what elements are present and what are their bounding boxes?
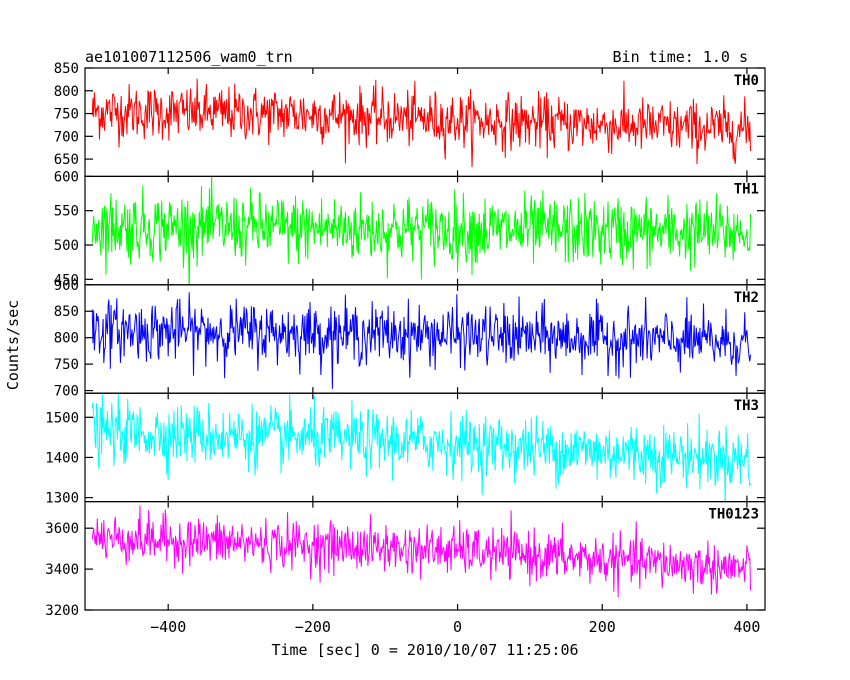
x-tick-label: −400 (150, 618, 186, 636)
chart-title: ae101007112506_wam0_trn (85, 48, 293, 66)
y-tick-label: 900 (54, 278, 79, 294)
y-tick-label: 850 (54, 304, 79, 320)
panel-th0123: 3200 3400 3600 TH0123 (45, 501, 766, 619)
panel-label: TH3 (734, 398, 759, 414)
y-tick-label: 500 (54, 238, 79, 254)
panels-group: 650 700 750 800 850 TH0 450 500 550 600 TH1 700 750 8… (45, 61, 766, 619)
series-line-th0 (91, 78, 752, 168)
y-tick-label: 450 (54, 272, 79, 288)
series-line-th1 (91, 176, 752, 285)
x-axis-label: Time [sec] 0 = 2010/10/07 11:25:06 (271, 641, 578, 659)
y-tick-label: 700 (54, 384, 79, 400)
y-tick-label: 750 (54, 107, 79, 123)
y-tick-label: 1300 (45, 491, 79, 507)
y-tick-label: 1400 (45, 450, 79, 466)
x-tick-label: 0 (453, 618, 462, 636)
panel-label: TH0 (734, 73, 759, 89)
y-tick-label: 850 (54, 61, 79, 77)
panel-label: TH2 (734, 290, 759, 306)
y-tick-label: 800 (54, 84, 79, 100)
series-line-th2 (91, 292, 752, 389)
y-tick-label: 600 (54, 169, 79, 185)
series-line-th3 (91, 393, 752, 502)
x-axis: −400 −200 0 200 400 (150, 618, 760, 636)
panel-th2: 700 750 800 850 900 TH2 (54, 278, 766, 400)
panel-frame (84, 501, 766, 611)
panel-label: TH0123 (708, 507, 759, 523)
x-tick-label: −200 (295, 618, 331, 636)
series-line-th0123 (91, 505, 752, 598)
y-tick-label: 3600 (45, 521, 79, 537)
y-tick-label: 800 (54, 331, 79, 347)
panel-th1: 450 500 550 600 TH1 (54, 169, 766, 288)
panel-label: TH1 (734, 181, 759, 197)
y-tick-label: 750 (54, 357, 79, 373)
y-tick-label: 700 (54, 129, 79, 145)
x-tick-label: 400 (733, 618, 760, 636)
y-tick-label: 650 (54, 152, 79, 168)
y-tick-label: 3400 (45, 562, 79, 578)
y-tick-label: 550 (54, 204, 79, 220)
x-tick-label: 200 (589, 618, 616, 636)
y-axis-label: Counts/sec (4, 300, 22, 390)
panel-th3: 1300 1400 1500 TH3 (45, 392, 766, 507)
y-tick-label: 1500 (45, 410, 79, 426)
panel-th0: 650 700 750 800 850 TH0 (54, 61, 766, 178)
bin-time-label: Bin time: 1.0 s (613, 48, 748, 66)
y-tick-label: 3200 (45, 603, 79, 619)
